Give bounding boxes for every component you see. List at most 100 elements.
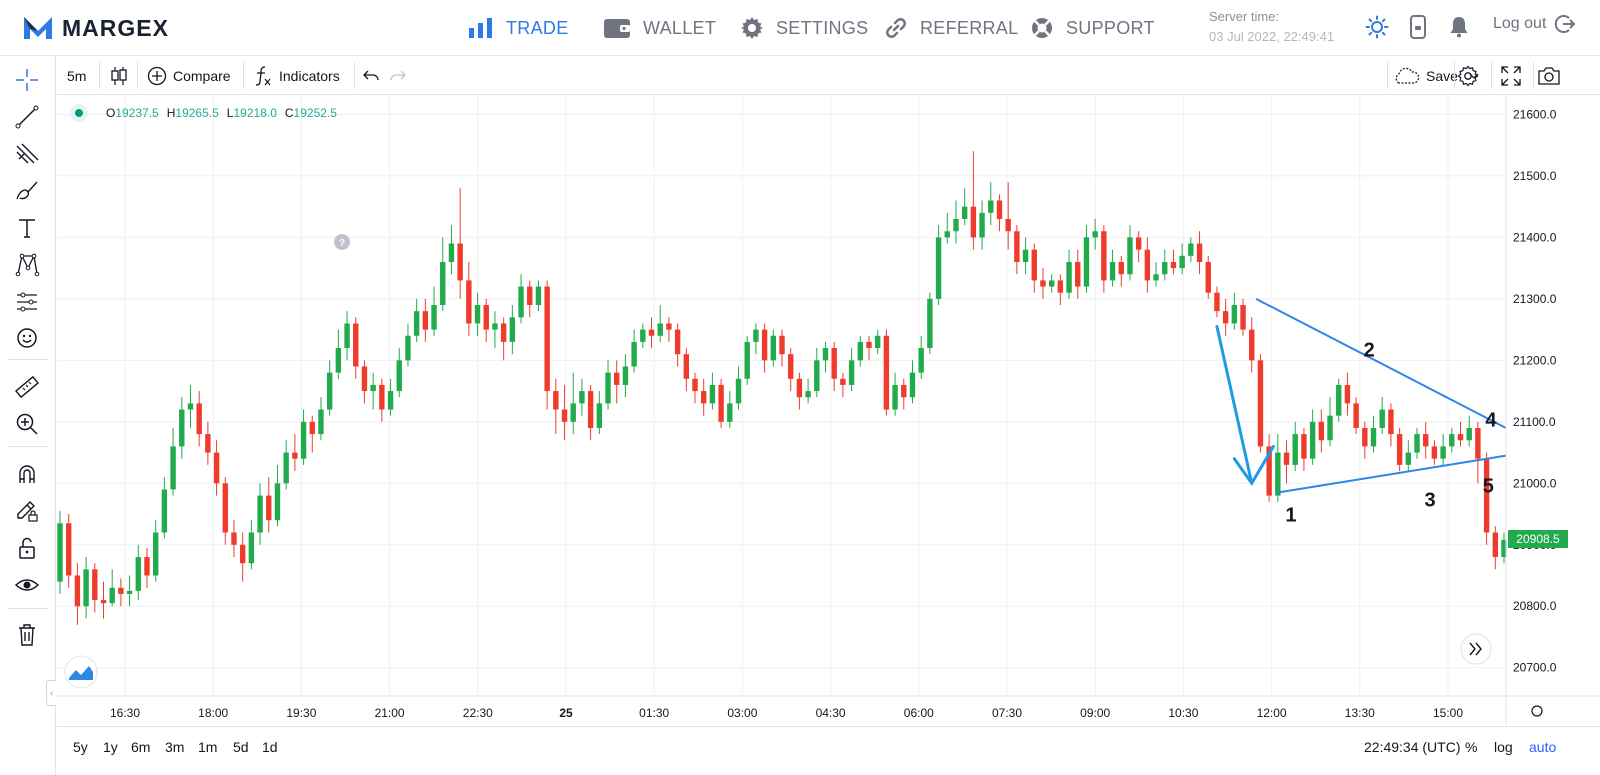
range-1y[interactable]: 1y (103, 739, 118, 755)
compare-button[interactable]: Compare (147, 56, 231, 95)
zoom-in-tool[interactable] (10, 408, 44, 440)
redo-button[interactable] (389, 56, 407, 95)
pattern-tool[interactable] (10, 249, 44, 281)
tradingview-logo[interactable] (64, 655, 98, 689)
candle-body (770, 335, 776, 361)
candle-body (231, 532, 237, 545)
trend-line-icon (15, 105, 39, 129)
trash-icon (19, 624, 35, 646)
nav-referral[interactable]: REFERRAL (884, 12, 1018, 44)
mobile-app-button[interactable] (1404, 13, 1432, 41)
annotation-number: 1 (1285, 504, 1296, 526)
candle-body (570, 403, 576, 422)
candle-body (927, 298, 933, 349)
time-tick-label: 25 (559, 706, 573, 720)
magnet-icon (19, 465, 35, 483)
upper-trendline[interactable] (1255, 297, 1507, 429)
svg-text:?: ? (339, 238, 345, 249)
nav-settings[interactable]: SETTINGS (740, 12, 868, 44)
indicators-button[interactable]: Indicators (253, 56, 340, 95)
scroll-to-realtime-button[interactable] (1460, 633, 1492, 665)
price-axis[interactable]: 21600.0 21500.0 21400.0 21300.0 21200.0 21100… (1513, 107, 1557, 674)
theme-toggle-button[interactable] (1363, 13, 1391, 41)
nav-support[interactable]: SUPPORT (1030, 12, 1155, 44)
auto-scale-toggle[interactable]: auto (1529, 739, 1557, 755)
candle-body (1222, 311, 1229, 324)
time-tick-label: 15:00 (1433, 706, 1463, 720)
lock-drawing-tool[interactable] (10, 495, 44, 527)
candle-body (431, 305, 437, 330)
nav-wallet[interactable]: WALLET (603, 12, 716, 44)
range-1d[interactable]: 1d (262, 739, 278, 755)
chart-annotations: 1 2 3 4 5 (1215, 297, 1507, 526)
logout-icon (1555, 15, 1576, 33)
range-3m[interactable]: 3m (165, 739, 185, 755)
axis-settings-icon[interactable] (1531, 705, 1543, 717)
magnet-tool[interactable] (10, 458, 44, 490)
candle-body (1301, 434, 1307, 459)
candle-body (744, 341, 750, 379)
candle-body (66, 523, 72, 576)
chart-type-button[interactable] (109, 56, 129, 95)
price-tick-label: 21100.0 (1513, 415, 1556, 429)
candle-body (553, 391, 559, 410)
interval-button[interactable]: 5m (67, 56, 86, 95)
collapse-toolbar-handle[interactable]: ‹ (46, 680, 56, 706)
percent-scale-toggle[interactable]: % (1465, 739, 1478, 755)
fullscreen-button[interactable] (1500, 56, 1522, 95)
hide-drawings-tool[interactable] (10, 569, 44, 601)
candle-body (1249, 329, 1255, 361)
top-navigation: MARGEX TRADE WALLET SETTINGS REFERRAL SU… (0, 0, 1600, 56)
nav-trade[interactable]: TRADE (468, 12, 569, 44)
bell-icon (1450, 17, 1468, 38)
lower-trendline[interactable] (1277, 454, 1507, 494)
range-5d[interactable]: 5d (233, 739, 249, 755)
bar-chart-icon (469, 18, 492, 38)
forecast-tool[interactable] (10, 286, 44, 318)
text-tool[interactable] (10, 212, 44, 244)
range-5y[interactable]: 5y (73, 739, 88, 755)
logout-button[interactable]: Log out (1493, 14, 1576, 34)
candle-body (1501, 539, 1507, 558)
log-scale-toggle[interactable]: log (1494, 739, 1513, 755)
chart-settings-button[interactable] (1457, 56, 1479, 95)
annotation-number: 2 (1364, 340, 1375, 362)
candle-body (1318, 421, 1325, 441)
nav-support-label: SUPPORT (1066, 17, 1155, 38)
candle-body (1396, 434, 1403, 465)
zoom-in-icon (16, 413, 38, 435)
trend-line-tool[interactable] (10, 101, 44, 133)
emoji-tool[interactable] (10, 322, 44, 354)
price-chart[interactable]: 16:30 18:00 19:30 21:00 22:30 25 01:30 03:00 04:… (57, 96, 1600, 725)
open-value: 19237.5 (115, 106, 159, 120)
undo-button[interactable] (362, 56, 380, 95)
help-badge[interactable]: ? (334, 234, 350, 250)
candle-body (118, 587, 124, 594)
range-1m[interactable]: 1m (198, 739, 218, 755)
brand-logo[interactable]: MARGEX (22, 10, 169, 46)
candle-body (1449, 434, 1455, 447)
chart-toolbar: 5m Compare Indicators Save (57, 56, 1600, 95)
brush-tool[interactable] (10, 175, 44, 207)
candle-body (135, 557, 141, 591)
candle-body (318, 409, 324, 435)
cloud-icon (1395, 67, 1420, 84)
crosshair-tool[interactable] (10, 64, 44, 96)
snapshot-button[interactable] (1537, 56, 1561, 95)
toolbar-divider (354, 62, 355, 89)
candle-body (344, 323, 350, 349)
candle-body (109, 587, 115, 604)
ruler-tool[interactable] (10, 371, 44, 403)
fib-tool[interactable] (10, 138, 44, 170)
down-arrow[interactable] (1215, 325, 1275, 487)
range-6m[interactable]: 6m (131, 739, 151, 755)
candle-body (387, 391, 394, 410)
series-status-dot (70, 104, 88, 122)
notifications-button[interactable] (1445, 13, 1473, 41)
utc-clock[interactable]: 22:49:34 (UTC) (1364, 739, 1461, 755)
candle-body (796, 378, 803, 398)
remove-drawings-tool[interactable] (10, 619, 44, 651)
last-price-value: 20908.5 (1516, 532, 1560, 546)
candle-body (883, 335, 890, 410)
lock-all-tool[interactable] (10, 532, 44, 564)
